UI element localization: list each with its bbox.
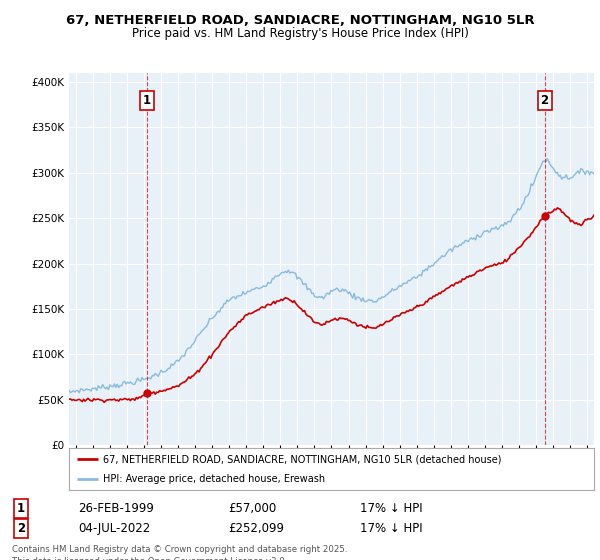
Text: Price paid vs. HM Land Registry's House Price Index (HPI): Price paid vs. HM Land Registry's House … bbox=[131, 27, 469, 40]
Text: 2: 2 bbox=[541, 94, 548, 106]
Text: 67, NETHERFIELD ROAD, SANDIACRE, NOTTINGHAM, NG10 5LR (detached house): 67, NETHERFIELD ROAD, SANDIACRE, NOTTING… bbox=[103, 454, 502, 464]
Text: 17% ↓ HPI: 17% ↓ HPI bbox=[360, 521, 422, 535]
Text: 04-JUL-2022: 04-JUL-2022 bbox=[78, 521, 150, 535]
Text: £252,099: £252,099 bbox=[228, 521, 284, 535]
Text: 2: 2 bbox=[17, 521, 25, 535]
Text: £57,000: £57,000 bbox=[228, 502, 276, 515]
Text: 1: 1 bbox=[142, 94, 151, 106]
Text: Contains HM Land Registry data © Crown copyright and database right 2025.
This d: Contains HM Land Registry data © Crown c… bbox=[12, 545, 347, 560]
Text: HPI: Average price, detached house, Erewash: HPI: Average price, detached house, Erew… bbox=[103, 474, 325, 484]
Text: 67, NETHERFIELD ROAD, SANDIACRE, NOTTINGHAM, NG10 5LR: 67, NETHERFIELD ROAD, SANDIACRE, NOTTING… bbox=[65, 14, 535, 27]
Text: 26-FEB-1999: 26-FEB-1999 bbox=[78, 502, 154, 515]
Text: 17% ↓ HPI: 17% ↓ HPI bbox=[360, 502, 422, 515]
Text: 1: 1 bbox=[17, 502, 25, 515]
